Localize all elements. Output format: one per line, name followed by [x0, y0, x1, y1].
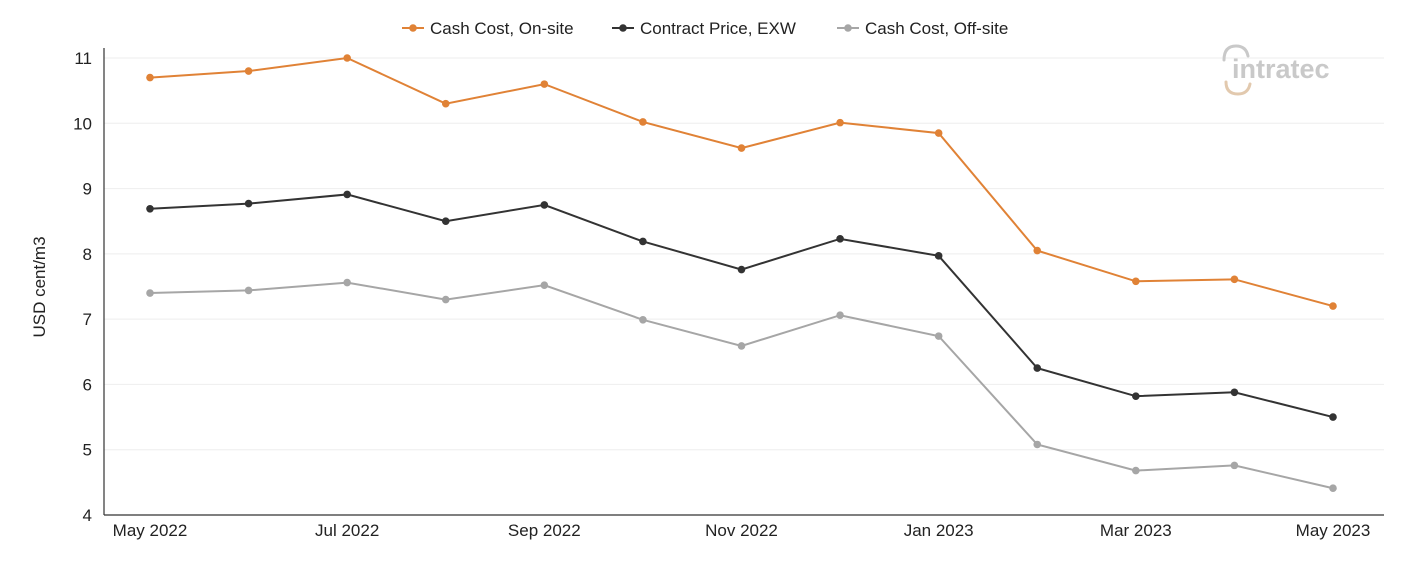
- data-point[interactable]: [540, 80, 549, 88]
- data-point[interactable]: [1329, 413, 1337, 421]
- series-line: [149, 281, 1334, 490]
- legend-swatch-marker: [619, 24, 627, 32]
- series: [146, 54, 1337, 493]
- legend-label: Cash Cost, On-site: [430, 19, 574, 38]
- y-tick-label: 10: [73, 114, 92, 133]
- data-point[interactable]: [639, 237, 647, 246]
- x-tick-label: Jan 2023: [904, 521, 974, 540]
- data-point[interactable]: [1230, 461, 1239, 470]
- data-point[interactable]: [934, 129, 943, 137]
- data-point[interactable]: [343, 190, 351, 199]
- data-point[interactable]: [244, 67, 253, 75]
- data-point[interactable]: [934, 332, 943, 340]
- logo-text: intratec: [1232, 54, 1330, 84]
- data-point[interactable]: [737, 144, 746, 152]
- data-point[interactable]: [540, 201, 549, 209]
- series-2: [146, 278, 1337, 493]
- x-tick-label: Sep 2022: [508, 521, 581, 540]
- legend-item[interactable]: Contract Price, EXW: [612, 19, 796, 38]
- data-point[interactable]: [836, 311, 844, 320]
- data-point[interactable]: [1033, 364, 1042, 372]
- data-point[interactable]: [244, 286, 253, 295]
- data-point[interactable]: [836, 118, 844, 127]
- data-point[interactable]: [1132, 392, 1140, 400]
- legend-item[interactable]: Cash Cost, On-site: [402, 19, 574, 38]
- y-axis-label: USD cent/m3: [30, 236, 49, 337]
- x-tick-label: Mar 2023: [1100, 521, 1172, 540]
- grid: [104, 57, 1384, 451]
- y-tick-label: 7: [83, 310, 92, 329]
- data-point[interactable]: [244, 199, 253, 208]
- series-0: [146, 54, 1337, 310]
- x-tick-label: May 2022: [113, 521, 188, 540]
- data-point[interactable]: [146, 289, 154, 297]
- legend-swatch-marker: [409, 24, 417, 32]
- axes: 4 5 6 7 8 9 10 11 May 2022 Jul 2022 Sep 2022 Nov 20…: [73, 48, 1384, 540]
- data-point[interactable]: [1230, 275, 1239, 284]
- data-point[interactable]: [639, 118, 647, 126]
- data-point[interactable]: [639, 315, 647, 324]
- data-point[interactable]: [737, 342, 746, 350]
- y-tick-label: 4: [83, 506, 92, 525]
- data-point[interactable]: [934, 252, 943, 260]
- logo-swirl-bottom: [1224, 80, 1252, 96]
- intratec-logo: intratec: [1222, 44, 1330, 96]
- y-tick-label: 9: [83, 180, 92, 199]
- legend-swatch-marker: [844, 24, 852, 32]
- data-point[interactable]: [540, 281, 549, 289]
- data-point[interactable]: [441, 295, 450, 304]
- data-point[interactable]: [441, 99, 450, 108]
- data-point[interactable]: [1230, 388, 1239, 397]
- data-point[interactable]: [343, 278, 351, 287]
- x-tick-label: May 2023: [1296, 521, 1371, 540]
- legend[interactable]: Cash Cost, On-site Contract Price, EXW Cas…: [402, 19, 1008, 38]
- data-point[interactable]: [1033, 440, 1042, 449]
- data-point[interactable]: [737, 265, 746, 274]
- data-point[interactable]: [1033, 246, 1042, 255]
- y-tick-label: 6: [83, 375, 92, 394]
- data-point[interactable]: [1132, 466, 1140, 475]
- data-point[interactable]: [343, 54, 351, 62]
- data-point[interactable]: [441, 217, 450, 226]
- data-point[interactable]: [1329, 302, 1337, 310]
- y-tick-label: 8: [83, 245, 92, 264]
- legend-label: Cash Cost, Off-site: [865, 19, 1008, 38]
- data-point[interactable]: [1329, 484, 1337, 493]
- data-point[interactable]: [146, 205, 154, 213]
- data-point[interactable]: [146, 73, 154, 82]
- legend-item[interactable]: Cash Cost, Off-site: [837, 19, 1008, 38]
- x-tick-label: Jul 2022: [315, 521, 379, 540]
- data-point[interactable]: [1132, 277, 1140, 286]
- logo-swirl-top: [1222, 44, 1250, 62]
- series-line: [149, 193, 1334, 419]
- x-tick-label: Nov 2022: [705, 521, 778, 540]
- series-1: [146, 190, 1337, 421]
- legend-label: Contract Price, EXW: [640, 19, 796, 38]
- y-tick-label: 5: [83, 441, 92, 460]
- data-point[interactable]: [836, 235, 844, 243]
- y-tick-label: 11: [74, 49, 92, 68]
